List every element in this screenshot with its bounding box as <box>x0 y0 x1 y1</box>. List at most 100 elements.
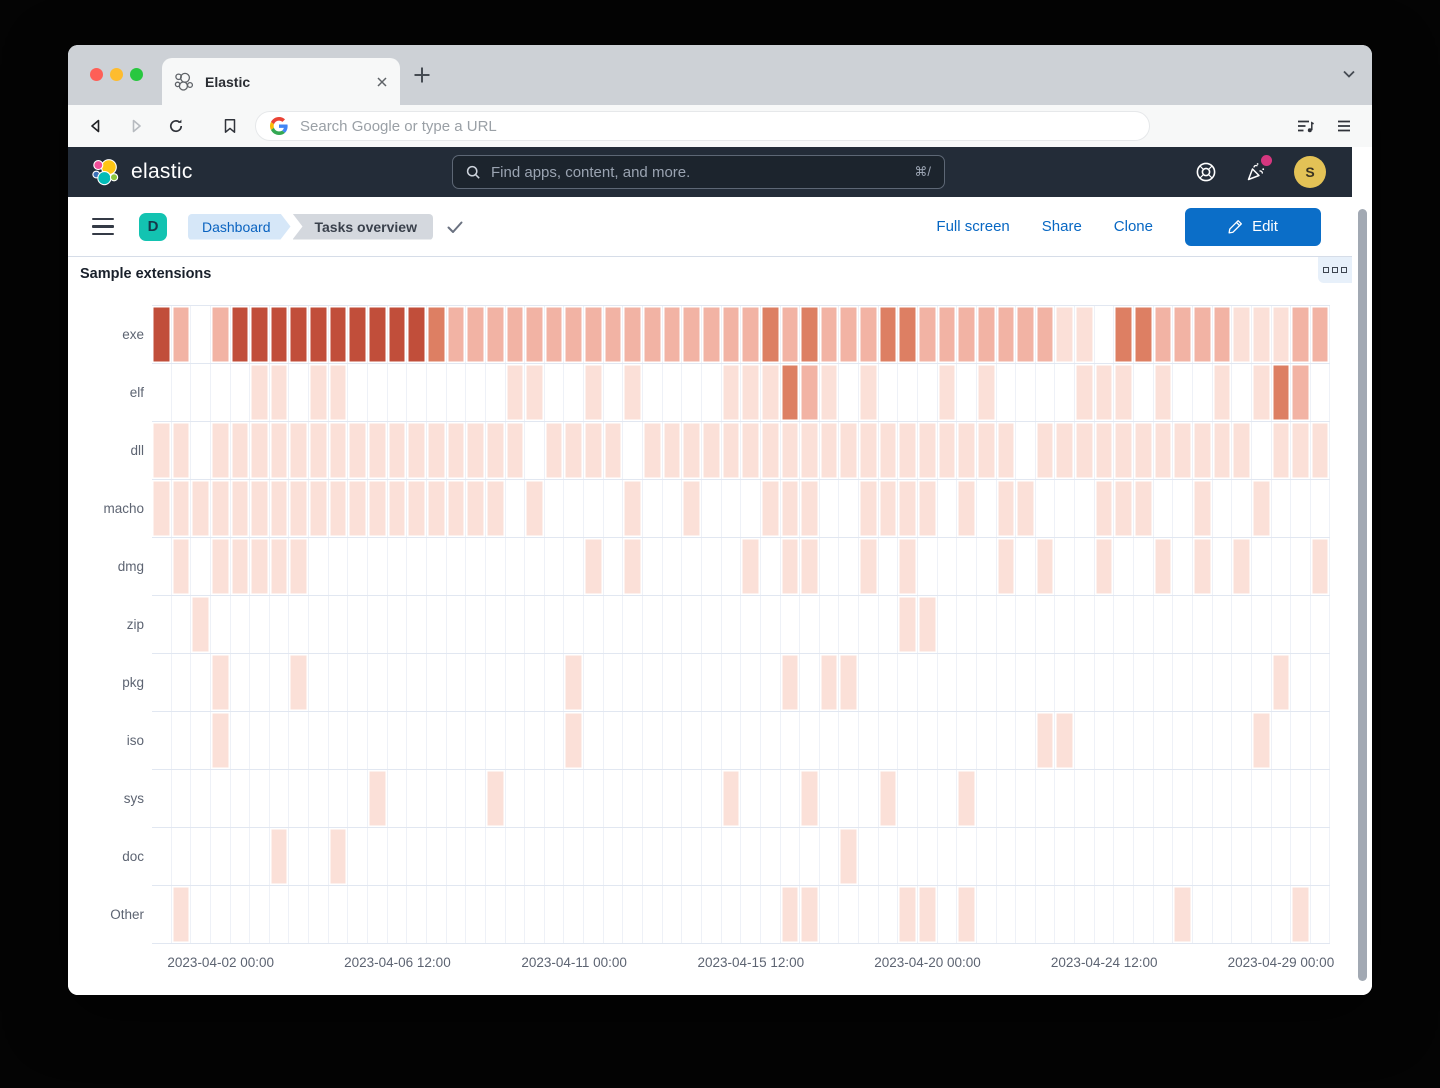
heatmap-cell[interactable] <box>269 828 290 885</box>
heatmap-cell[interactable] <box>1291 886 1311 943</box>
heatmap-cell[interactable] <box>701 828 722 885</box>
heatmap-cell[interactable] <box>1310 712 1331 769</box>
heatmap-cell[interactable] <box>191 770 211 827</box>
heatmap-cell[interactable] <box>387 422 408 479</box>
address-bar[interactable]: Search Google or type a URL <box>255 111 1150 141</box>
heatmap-cell[interactable] <box>662 364 683 421</box>
heatmap-cell[interactable] <box>780 596 801 653</box>
heatmap-cell[interactable] <box>662 306 683 363</box>
heatmap-cell[interactable] <box>1153 770 1174 827</box>
heatmap-cell[interactable] <box>525 538 545 595</box>
heatmap-cell[interactable] <box>859 538 879 595</box>
heatmap-cell[interactable] <box>859 306 879 363</box>
heatmap-cell[interactable] <box>250 770 270 827</box>
heatmap-cell[interactable] <box>800 712 820 769</box>
heatmap-cell[interactable] <box>937 770 958 827</box>
heatmap-cell[interactable] <box>623 364 644 421</box>
heatmap-cell[interactable] <box>800 886 820 943</box>
heatmap-cell[interactable] <box>564 770 585 827</box>
heatmap-cell[interactable] <box>878 712 899 769</box>
heatmap-cell[interactable] <box>191 596 211 653</box>
heatmap-cell[interactable] <box>1153 480 1174 537</box>
heatmap-cell[interactable] <box>1310 654 1331 711</box>
heatmap-cell[interactable] <box>1212 654 1233 711</box>
heatmap-cell[interactable] <box>1192 828 1213 885</box>
heatmap-cell[interactable] <box>387 654 408 711</box>
heatmap-cell[interactable] <box>1192 770 1213 827</box>
heatmap-cell[interactable] <box>701 886 722 943</box>
heatmap-cell[interactable] <box>976 886 997 943</box>
heatmap-cell[interactable] <box>819 828 840 885</box>
heatmap-cell[interactable] <box>937 480 958 537</box>
help-icon[interactable] <box>1194 160 1218 184</box>
heatmap-cell[interactable] <box>1232 538 1252 595</box>
heatmap-cell[interactable] <box>957 538 977 595</box>
heatmap-cell[interactable] <box>289 654 310 711</box>
heatmap-cell[interactable] <box>348 886 369 943</box>
heatmap-cell[interactable] <box>819 480 840 537</box>
heatmap-cell[interactable] <box>525 654 545 711</box>
heatmap-cell[interactable] <box>152 596 172 653</box>
heatmap-cell[interactable] <box>1153 364 1174 421</box>
heatmap-cell[interactable] <box>289 828 310 885</box>
heatmap-cell[interactable] <box>309 480 329 537</box>
heatmap-cell[interactable] <box>760 364 781 421</box>
heatmap-cell[interactable] <box>800 770 820 827</box>
heatmap-cell[interactable] <box>1114 712 1135 769</box>
heatmap-cell[interactable] <box>1035 828 1056 885</box>
heatmap-cell[interactable] <box>721 364 742 421</box>
heatmap-cell[interactable] <box>603 364 624 421</box>
heatmap-cell[interactable] <box>466 770 486 827</box>
heatmap-cell[interactable] <box>564 480 585 537</box>
heatmap-cell[interactable] <box>1232 422 1252 479</box>
heatmap-cell[interactable] <box>1251 364 1272 421</box>
breadcrumb-tasks-overview[interactable]: Tasks overview <box>292 213 433 240</box>
heatmap-cell[interactable] <box>250 538 270 595</box>
heatmap-cell[interactable] <box>878 306 899 363</box>
heatmap-cell[interactable] <box>662 596 683 653</box>
heatmap-cell[interactable] <box>996 306 1017 363</box>
heatmap-cell[interactable] <box>250 364 270 421</box>
heatmap-cell[interactable] <box>368 480 388 537</box>
heatmap-cell[interactable] <box>1173 886 1193 943</box>
heatmap-cell[interactable] <box>230 306 251 363</box>
forward-icon[interactable] <box>128 118 144 134</box>
heatmap-cell[interactable] <box>623 538 644 595</box>
heatmap-cell[interactable] <box>485 828 506 885</box>
heatmap-cell[interactable] <box>250 654 270 711</box>
heatmap-cell[interactable] <box>584 422 604 479</box>
heatmap-cell[interactable] <box>1114 422 1135 479</box>
heatmap-cell[interactable] <box>1291 364 1311 421</box>
heatmap-cell[interactable] <box>210 828 231 885</box>
heatmap-cell[interactable] <box>682 770 702 827</box>
heatmap-cell[interactable] <box>1114 654 1135 711</box>
heatmap-cell[interactable] <box>859 364 879 421</box>
heatmap-cell[interactable] <box>721 306 742 363</box>
space-avatar[interactable]: D <box>139 212 167 241</box>
heatmap-cell[interactable] <box>741 422 761 479</box>
heatmap-cell[interactable] <box>898 886 918 943</box>
heatmap-cell[interactable] <box>446 886 467 943</box>
heatmap-cell[interactable] <box>1271 538 1292 595</box>
heatmap-cell[interactable] <box>780 770 801 827</box>
heatmap-cell[interactable] <box>171 828 192 885</box>
heatmap-cell[interactable] <box>996 712 1017 769</box>
heatmap-cell[interactable] <box>1153 596 1174 653</box>
heatmap-cell[interactable] <box>682 654 702 711</box>
heatmap-cell[interactable] <box>721 654 742 711</box>
heatmap-cell[interactable] <box>1271 770 1292 827</box>
heatmap-cell[interactable] <box>368 422 388 479</box>
heatmap-cell[interactable] <box>839 364 860 421</box>
heatmap-cell[interactable] <box>643 712 663 769</box>
heatmap-cell[interactable] <box>1035 770 1056 827</box>
heatmap-cell[interactable] <box>544 712 565 769</box>
heatmap-cell[interactable] <box>976 364 997 421</box>
heatmap-cell[interactable] <box>603 480 624 537</box>
heatmap-cell[interactable] <box>289 538 310 595</box>
heatmap-cell[interactable] <box>1134 422 1154 479</box>
heatmap-cell[interactable] <box>171 654 192 711</box>
heatmap-cell[interactable] <box>1016 886 1036 943</box>
heatmap-cell[interactable] <box>564 596 585 653</box>
heatmap-cell[interactable] <box>839 480 860 537</box>
heatmap-cell[interactable] <box>269 306 290 363</box>
